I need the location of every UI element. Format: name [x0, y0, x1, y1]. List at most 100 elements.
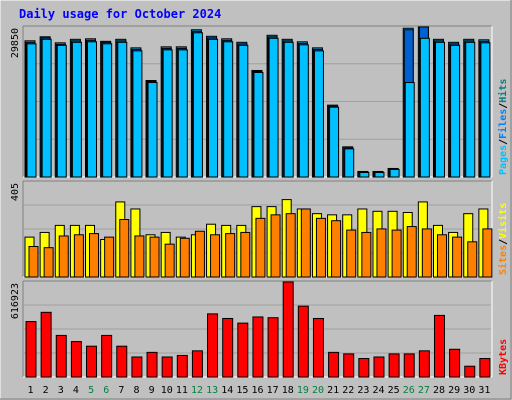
sites-bar	[482, 228, 493, 278]
kbytes-bar	[358, 358, 370, 378]
legend-sites: Sites	[497, 245, 509, 275]
sites-bar	[361, 231, 372, 278]
kbytes-bar	[101, 334, 113, 378]
panel-bottom-legend: KBytes	[498, 339, 509, 375]
pages-bar	[374, 171, 385, 178]
pages-bar	[465, 41, 476, 178]
pages-bar	[71, 41, 82, 178]
pages-bar	[162, 49, 173, 178]
sites-bar	[391, 229, 402, 278]
x-tick-label: 31	[478, 385, 490, 396]
sites-bar	[134, 235, 145, 278]
x-tick-label: 24	[373, 385, 385, 396]
x-tick-label: 19	[297, 385, 309, 396]
pages-bar	[223, 41, 234, 178]
x-tick-label: 21	[327, 385, 339, 396]
x-tick-label: 12	[191, 385, 203, 396]
sites-bar	[240, 231, 251, 278]
sites-bar	[467, 241, 478, 278]
kbytes-bar	[55, 334, 67, 378]
sites-bar	[164, 243, 175, 278]
x-axis-labels: 1 2 3 4 5 6 7 8 9 10 11 12 13 14 15 16 17 18 19 20 21 22 23 24 2…	[28, 385, 491, 396]
x-tick-label: 14	[221, 385, 233, 396]
sites-bar	[149, 236, 160, 278]
pages-bar	[102, 43, 113, 178]
pages-bar	[177, 49, 188, 178]
pages-bar	[450, 44, 461, 178]
pages-bar	[147, 82, 158, 178]
sites-bar	[436, 234, 447, 278]
sites-bar	[270, 214, 281, 278]
sites-bar	[28, 246, 39, 278]
sites-bar	[285, 213, 296, 278]
x-tick-label: 20	[312, 385, 324, 396]
kbytes-bar	[237, 322, 249, 378]
pages-bar	[359, 171, 370, 178]
kbytes-bar	[40, 311, 52, 378]
x-tick-label: 23	[357, 385, 369, 396]
legend-separator: /	[498, 239, 509, 245]
sites-bar	[452, 236, 463, 278]
x-tick-label: 27	[418, 385, 430, 396]
kbytes-bar	[479, 358, 491, 378]
kbytes-bar	[388, 353, 400, 378]
x-tick-label: 10	[161, 385, 173, 396]
kbytes-bar	[282, 281, 294, 378]
pages-bar	[87, 41, 98, 178]
kbytes-bar	[418, 350, 430, 378]
kbytes-bar	[252, 316, 264, 378]
sites-bar	[179, 237, 190, 278]
sites-bar	[315, 217, 326, 278]
kbytes-bar	[433, 314, 445, 378]
panel-middle-ymax-label: 405	[10, 183, 21, 201]
x-tick-label: 26	[403, 385, 415, 396]
sites-bar	[255, 217, 266, 278]
kbytes-bar	[403, 353, 415, 378]
kbytes-bar	[191, 350, 203, 378]
kbytes-bar	[373, 356, 385, 378]
sites-bar	[300, 208, 311, 278]
x-tick-label: 4	[73, 385, 79, 396]
pages-bar	[404, 82, 415, 178]
pages-bar	[238, 44, 249, 178]
sites-bar	[89, 233, 100, 278]
pages-bar	[434, 41, 445, 178]
x-tick-label: 9	[149, 385, 155, 396]
sites-bar	[210, 234, 221, 278]
pages-bar	[192, 32, 203, 178]
kbytes-bar	[146, 351, 158, 378]
sites-bar	[421, 228, 432, 278]
panel-top-legend: Pages/Files/Hits	[497, 79, 509, 175]
panel-middle-legend: Sites/Visits	[497, 203, 509, 275]
x-tick-label: 25	[388, 385, 400, 396]
x-tick-label: 18	[282, 385, 294, 396]
pages-bar	[41, 38, 52, 178]
pages-bar	[389, 168, 400, 178]
x-tick-label: 3	[58, 385, 64, 396]
kbytes-bar	[207, 313, 219, 378]
legend-visits: Visits	[497, 203, 509, 239]
legend-files: Files	[497, 109, 509, 139]
kbytes-bar	[25, 321, 37, 378]
kbytes-bar	[222, 317, 234, 378]
sites-bar	[225, 233, 236, 278]
x-tick-label: 7	[118, 385, 124, 396]
sites-bar	[73, 234, 84, 278]
pages-bar	[313, 50, 324, 178]
kbytes-bar	[312, 317, 324, 378]
sites-bar	[331, 220, 342, 278]
pages-bar	[117, 41, 128, 178]
sites-bar	[346, 229, 357, 278]
kbytes-bar	[343, 353, 355, 378]
legend-separator: /	[498, 103, 509, 109]
pages-bar	[480, 42, 491, 178]
chart-panels: 29850Pages/Files/Hits405Sites/Visits6169…	[10, 25, 509, 378]
sites-bar	[58, 235, 69, 278]
panel-top-ymax-label: 29850	[10, 28, 21, 58]
x-tick-label: 8	[133, 385, 139, 396]
legend-pages: Pages	[498, 145, 509, 175]
pages-bar	[208, 38, 219, 178]
x-tick-label: 22	[342, 385, 354, 396]
pages-bar	[132, 50, 143, 178]
legend-separator: /	[498, 139, 509, 145]
